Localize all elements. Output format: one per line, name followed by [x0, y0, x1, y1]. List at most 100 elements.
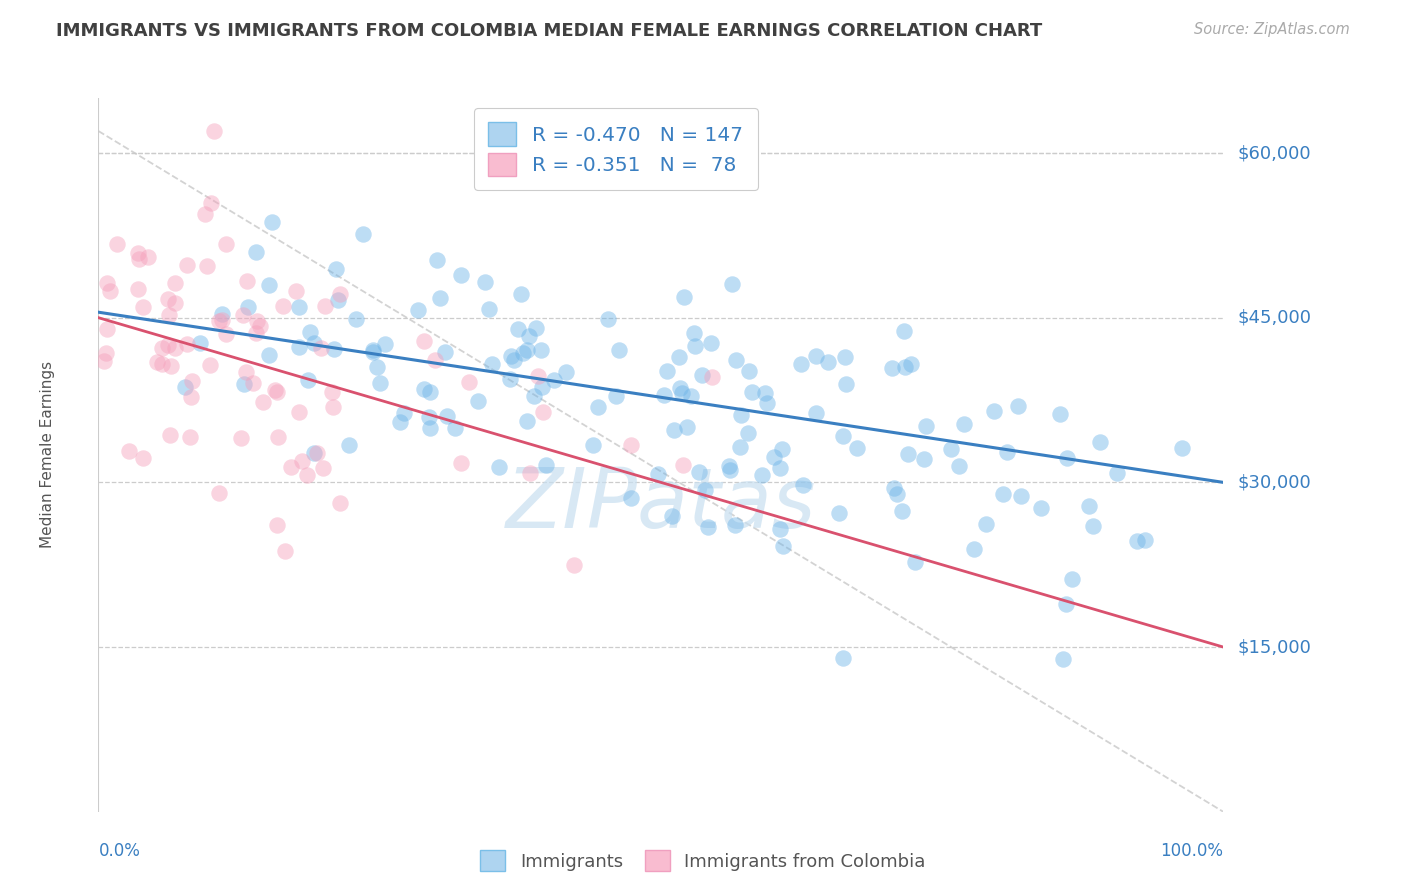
Point — [880, 361, 903, 376]
Point — [1126, 534, 1149, 549]
Point — [995, 445, 1018, 459]
Point — [891, 504, 914, 518]
Point — [208, 486, 231, 500]
Text: $60,000: $60,000 — [1237, 144, 1310, 162]
Point — [524, 320, 547, 334]
Point — [834, 350, 856, 364]
Point — [1010, 489, 1032, 503]
Point — [696, 520, 718, 534]
Point — [605, 389, 627, 403]
Point — [159, 427, 181, 442]
Point — [683, 339, 706, 353]
Point — [433, 344, 456, 359]
Point — [211, 313, 233, 327]
Point — [974, 517, 997, 532]
Point — [242, 376, 264, 390]
Point — [730, 440, 752, 454]
Text: 100.0%: 100.0% — [1160, 842, 1223, 860]
Point — [620, 491, 643, 505]
Point — [512, 345, 534, 359]
Point — [214, 237, 236, 252]
Point — [904, 555, 927, 569]
Point — [458, 375, 481, 389]
Point — [291, 454, 314, 468]
Point — [127, 282, 149, 296]
Point — [236, 274, 259, 288]
Point — [165, 295, 187, 310]
Point — [543, 373, 565, 387]
Point — [232, 308, 254, 322]
Point — [444, 421, 467, 435]
Point — [1081, 518, 1104, 533]
Point — [328, 293, 350, 308]
Point — [273, 299, 295, 313]
Point — [266, 518, 288, 533]
Point — [259, 277, 281, 292]
Point — [883, 481, 905, 495]
Point — [741, 384, 763, 399]
Point — [1052, 652, 1074, 666]
Point — [948, 458, 970, 473]
Text: 0.0%: 0.0% — [98, 842, 141, 860]
Text: Source: ZipAtlas.com: Source: ZipAtlas.com — [1194, 22, 1350, 37]
Point — [718, 463, 741, 477]
Point — [174, 380, 197, 394]
Legend: R = -0.470   N = 147, R = -0.351   N =  78: R = -0.470 N = 147, R = -0.351 N = 78 — [474, 108, 758, 190]
Point — [425, 252, 447, 267]
Point — [128, 252, 150, 267]
Point — [690, 368, 713, 382]
Point — [939, 442, 962, 457]
Point — [98, 284, 121, 298]
Point — [96, 322, 118, 336]
Point — [314, 299, 336, 313]
Point — [1007, 399, 1029, 413]
Point — [150, 342, 173, 356]
Point — [322, 400, 344, 414]
Point — [198, 358, 221, 372]
Point — [211, 308, 233, 322]
Point — [337, 437, 360, 451]
Point — [200, 196, 222, 211]
Point — [817, 355, 839, 369]
Point — [1171, 442, 1194, 456]
Point — [157, 338, 180, 352]
Point — [478, 302, 501, 317]
Point — [263, 383, 285, 397]
Point — [661, 509, 683, 524]
Point — [683, 326, 706, 340]
Point — [499, 349, 522, 363]
Point — [1049, 407, 1071, 421]
Point — [738, 364, 761, 378]
Point — [963, 541, 986, 556]
Point — [668, 350, 690, 364]
Point — [688, 466, 710, 480]
Point — [450, 456, 472, 470]
Point — [329, 286, 352, 301]
Legend: Immigrants, Immigrants from Colombia: Immigrants, Immigrants from Colombia — [472, 843, 934, 879]
Point — [509, 287, 531, 301]
Point — [652, 387, 675, 401]
Point — [717, 458, 740, 473]
Point — [530, 380, 553, 394]
Point — [118, 443, 141, 458]
Point — [284, 284, 307, 298]
Point — [235, 366, 257, 380]
Point — [180, 390, 202, 404]
Point — [679, 389, 702, 403]
Point — [165, 276, 187, 290]
Point — [257, 348, 280, 362]
Point — [150, 357, 173, 371]
Point — [297, 467, 319, 482]
Point — [132, 300, 155, 314]
Point — [260, 214, 283, 228]
Point — [831, 428, 853, 442]
Point — [952, 417, 974, 431]
Point — [607, 343, 630, 357]
Text: IMMIGRANTS VS IMMIGRANTS FROM COLOMBIA MEDIAN FEMALE EARNINGS CORRELATION CHART: IMMIGRANTS VS IMMIGRANTS FROM COLOMBIA M… — [56, 22, 1042, 40]
Point — [668, 381, 690, 395]
Point — [195, 260, 218, 274]
Point — [157, 308, 180, 322]
Text: Median Female Earnings: Median Female Earnings — [41, 361, 55, 549]
Point — [288, 300, 311, 314]
Point — [325, 261, 347, 276]
